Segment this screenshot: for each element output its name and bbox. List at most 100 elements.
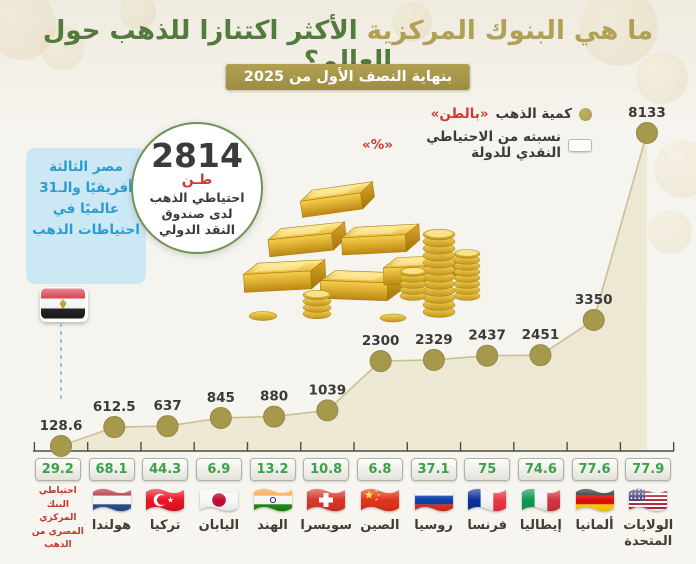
data-point [529,344,552,367]
country-name-label: الصين [360,518,400,533]
reserve-percent-value: 68.1 [88,458,135,481]
data-point [316,399,339,422]
country-column: 37.1 روسيا [407,458,461,553]
data-point [156,415,179,438]
gold-ingot [242,259,326,293]
gold-ingot [267,221,347,258]
country-name-label: فرنسا [467,518,507,533]
reserve-percent-value: 44.3 [142,458,189,481]
imf-reserve-unit: طـن [181,171,213,188]
data-point [50,434,72,457]
country-column: 10.8 سويسرا [299,458,353,553]
country-name-label: ألمانيا [575,518,614,533]
countries-row: 29.2 احتياطي البنك المركزي المصري من الذه… [31,458,675,553]
country-name-label: اليابان [198,518,240,533]
reserve-percent-value: 37.1 [410,458,457,481]
data-point-value-label: 2329 [415,332,453,348]
legend-pct-label: نسبته من الاحتياطي النقدي للدولة [426,129,561,161]
data-point-value-label: 128.6 [40,418,83,434]
data-point-value-label: 2300 [362,333,400,349]
it-flag-icon [521,486,560,514]
reserve-percent-value: 13.2 [249,458,296,481]
data-point [582,309,605,332]
gold-ingots [242,181,462,302]
reserve-percent-value: 6.9 [195,458,242,481]
gold-ingot [319,270,404,302]
chart-legend: كمية الذهب «بالطن» نسبته من الاحتياطي ال… [362,106,592,161]
data-point-value-label: 612.5 [93,399,136,415]
data-point-value-label: 1039 [309,382,347,398]
reserve-percent-value: 10.8 [303,458,350,481]
country-column: 44.3 تركيا [138,458,192,553]
gold-ingot [340,223,421,256]
country-column: 74.6 إيطاليا [514,458,568,553]
legend-pct-unit: «%» [362,137,393,153]
imf-reserve-caption: احتياطي الذهب لدى صندوق النقد الدولي [149,190,245,237]
legend-tons-label: كمية الذهب [495,106,572,122]
data-point [476,344,499,367]
data-point [369,350,392,373]
country-column: 75 فرنسا [460,458,514,553]
country-column: 29.2 احتياطي البنك المركزي المصري من الذه… [31,458,85,553]
ch-flag-icon [307,486,346,514]
imf-reserve-value: 2814 [151,135,243,175]
data-point-value-label: 2451 [522,327,560,343]
gold-coin-stacks [248,228,481,323]
country-name-label: إيطاليا [519,518,562,533]
data-point-value-label: 3350 [575,292,613,308]
country-name-label: تركيا [149,518,181,533]
jp-flag-icon [199,486,238,514]
egypt-reserve-caption: احتياطي البنك المركزي المصري من الذهب [31,486,84,550]
legend-tons-unit: «بالطن» [430,106,489,122]
ru-flag-icon [414,486,453,514]
page-title-green-part: الأكثر اكتنازا للذهب حول العالم؟ [42,16,393,76]
page-title-gold-part: ما هي البنوك المركزية [366,16,654,46]
egypt-rank-note: مصر الثالثة أفريقيًا والـ31 عالميًا في ا… [26,148,146,284]
country-name-label: هولندا [91,518,132,533]
data-point-value-label: 637 [153,398,181,414]
country-name-label: سويسرا [300,518,352,533]
country-column: 6.9 اليابان [192,458,246,553]
reserve-percent-value: 75 [464,458,511,481]
reserve-percent-value: 77.9 [625,458,672,481]
in-flag-icon [253,486,292,514]
country-name-label: الهند [257,518,288,533]
country-column: 68.1 هولندا [85,458,139,553]
reserve-percent-value: 77.6 [571,458,618,481]
egypt-flag-icon [40,287,88,322]
gold-bars-coins-illustration [242,181,481,323]
gold-ingot [299,181,375,218]
country-column: 77.9 الولايات المتحدة [621,458,675,553]
nl-flag-icon [92,486,131,514]
tr-flag-icon [146,486,185,514]
country-column: 6.8 الصين [353,458,407,553]
country-column: 77.6 ألمانيا [568,458,622,553]
de-flag-icon [575,486,614,514]
reserve-percent-value: 29.2 [34,458,81,481]
data-point [263,405,286,428]
data-point [103,416,126,439]
imf-gold-reserve-badge: 2814 طـن احتياطي الذهب لدى صندوق النقد ا… [131,122,263,254]
country-name-label: الولايات المتحدة [623,518,674,549]
reserve-percent-value: 74.6 [517,458,564,481]
data-point [209,406,232,429]
country-name-label: روسيا [414,518,453,533]
country-column: 13.2 الهند [246,458,300,553]
data-point-value-label: 880 [260,389,288,405]
legend-tons-row: كمية الذهب «بالطن» [362,106,592,122]
data-point-value-label: 845 [207,390,235,406]
data-point-value-label: 2437 [468,328,506,344]
data-point [422,348,445,371]
cn-flag-icon [360,486,399,514]
gold-dot-icon [579,107,592,121]
us-flag-icon [629,486,668,514]
data-point-value-label: 8133 [628,105,666,121]
chart-area [61,132,647,451]
fr-flag-icon [468,486,507,514]
subtitle-badge: بنهاية النصف الأول من 2025 [225,64,471,90]
data-point [635,121,658,144]
page-title: ما هي البنوك المركزية الأكثر اكتنازا للذ… [20,16,676,76]
legend-pct-row: نسبته من الاحتياطي النقدي للدولة «%» [362,129,592,161]
